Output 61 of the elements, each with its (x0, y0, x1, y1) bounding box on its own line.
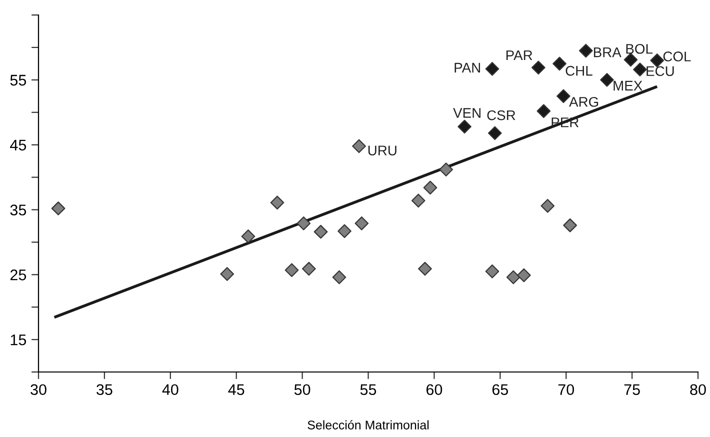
annotation: ARG (569, 96, 598, 107)
point (624, 52, 638, 67)
point (458, 120, 472, 134)
point (485, 264, 500, 278)
point (633, 62, 647, 76)
y-tick-label: 55 (10, 74, 26, 86)
point (352, 139, 366, 154)
x-tick-label: 75 (624, 384, 640, 396)
annotation: BRA (594, 48, 622, 58)
y-tick-label: 15 (10, 334, 26, 346)
point (354, 216, 369, 230)
x-tick-label: 40 (162, 384, 178, 396)
point (556, 89, 570, 104)
x-axis-title: Selección Matrimonial (308, 420, 429, 430)
x-tick-label: 35 (96, 384, 112, 396)
point (536, 104, 551, 118)
point (411, 194, 426, 208)
point (485, 62, 500, 76)
point (418, 262, 432, 276)
point (220, 267, 234, 281)
point (423, 180, 438, 195)
annotation: COL (663, 52, 691, 62)
annotation: PAN (454, 62, 480, 72)
point (506, 270, 520, 284)
point (563, 218, 577, 232)
point (284, 263, 299, 278)
x-tick-label: 80 (690, 384, 706, 396)
annotation: CSR (487, 110, 516, 120)
point (578, 44, 593, 58)
annotation: VEN (453, 108, 480, 118)
point (241, 229, 256, 244)
point (552, 56, 566, 71)
point (439, 162, 453, 176)
annotation: ECU (646, 66, 674, 76)
x-tick-label: 70 (558, 384, 574, 396)
x-tick-label: 55 (360, 384, 376, 396)
annotation: MEX (614, 80, 642, 90)
annotation: BOL (626, 44, 653, 54)
x-tick-label: 45 (228, 384, 244, 396)
point (488, 126, 502, 140)
annotation: CHL (566, 66, 592, 76)
annotation: PAR (506, 50, 532, 60)
x-tick-label: 60 (426, 384, 442, 396)
point (302, 262, 316, 276)
point (270, 196, 284, 210)
y-tick-label: 45 (10, 140, 26, 151)
point (296, 216, 311, 230)
point (600, 72, 614, 87)
point (540, 198, 555, 213)
x-tick-label: 65 (492, 384, 508, 396)
annotation: URU (368, 146, 396, 156)
point (332, 270, 346, 284)
y-tick-label: 25 (10, 270, 26, 280)
point (51, 202, 66, 216)
y-tick-label: 35 (10, 204, 26, 216)
point (314, 224, 328, 239)
point (338, 224, 352, 238)
x-tick-label: 50 (294, 384, 310, 396)
x-tick-label: 30 (30, 384, 46, 396)
point (531, 60, 546, 74)
point (516, 268, 531, 282)
